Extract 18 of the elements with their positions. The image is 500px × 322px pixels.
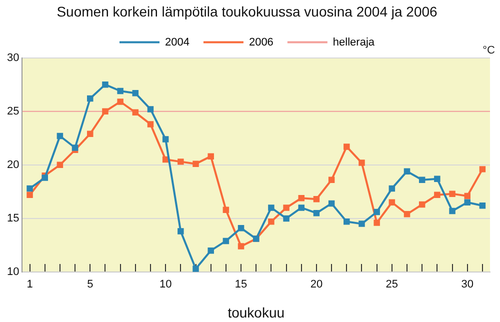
x-tick-label: 10 bbox=[159, 278, 172, 291]
y-tick-label: 20 bbox=[6, 158, 20, 171]
x-tick-label: 1 bbox=[26, 278, 33, 291]
y-tick-label: 15 bbox=[6, 212, 20, 224]
y-tick-label: 30 bbox=[6, 52, 20, 64]
chart-title: Suomen korkein lämpötila toukokuussa vuosina 2004 ja 2006 bbox=[56, 3, 438, 20]
y-tick-label: 10 bbox=[6, 266, 20, 278]
legend-label: 2004 bbox=[164, 36, 190, 48]
x-tick-label: 15 bbox=[234, 278, 248, 291]
y-tick-label: 25 bbox=[6, 105, 20, 118]
x-tick-label: 20 bbox=[310, 278, 323, 291]
x-tick-label: 25 bbox=[386, 278, 398, 291]
x-axis-title: toukokuu bbox=[228, 304, 285, 320]
x-tick-label: 30 bbox=[461, 278, 474, 291]
legend-label: helleraja bbox=[332, 36, 376, 48]
y-axis-title: °C bbox=[482, 44, 496, 56]
legend-label: 2006 bbox=[248, 36, 274, 48]
x-tick-label: 5 bbox=[87, 278, 94, 291]
